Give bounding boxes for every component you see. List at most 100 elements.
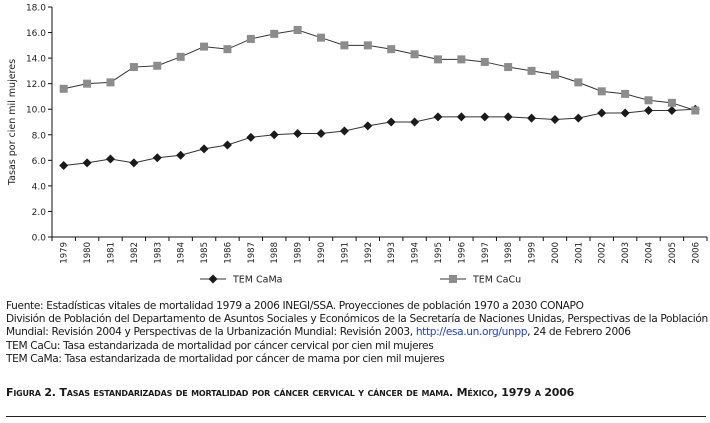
data-point-square bbox=[644, 96, 653, 105]
data-point-diamond bbox=[105, 154, 115, 164]
x-tick-label: 1991 bbox=[340, 242, 350, 264]
data-point-square bbox=[410, 50, 419, 59]
unpp-link[interactable]: http://esa.un.org/unpp bbox=[415, 326, 528, 339]
x-tick-label: 1996 bbox=[457, 242, 467, 264]
data-point-diamond bbox=[269, 130, 279, 140]
x-tick-label: 1992 bbox=[364, 242, 374, 264]
x-tick-label: 2002 bbox=[598, 242, 608, 264]
x-tick-label: 1983 bbox=[153, 242, 163, 264]
x-tick-label: 1998 bbox=[504, 242, 514, 264]
x-tick-label: 1981 bbox=[106, 242, 116, 264]
x-tick-label: 1982 bbox=[130, 242, 140, 264]
series-tem-cama bbox=[59, 104, 700, 170]
data-point-square bbox=[691, 106, 700, 115]
note-date: , 24 de Febrero 2006 bbox=[527, 326, 631, 339]
data-point-diamond bbox=[152, 153, 162, 163]
data-point-square bbox=[449, 275, 457, 283]
data-point-diamond bbox=[573, 113, 583, 123]
data-point-diamond bbox=[456, 112, 466, 122]
data-point-square bbox=[246, 34, 255, 43]
data-point-square bbox=[293, 26, 302, 34]
x-tick-label: 1993 bbox=[387, 242, 397, 264]
data-point-diamond bbox=[293, 129, 303, 138]
x-tick-label: 1994 bbox=[411, 242, 421, 264]
y-tick-label: 0.0 bbox=[32, 234, 47, 244]
data-point-diamond bbox=[433, 112, 443, 122]
x-tick-label: 1980 bbox=[83, 242, 93, 264]
data-point-square bbox=[621, 89, 630, 98]
figure-caption: Figura 2. Tasas estandarizadas de mortal… bbox=[6, 386, 575, 399]
data-point-square bbox=[106, 78, 115, 87]
y-tick-label: 6.0 bbox=[32, 157, 47, 167]
data-point-square bbox=[340, 41, 349, 50]
data-point-diamond bbox=[386, 117, 396, 127]
data-point-square bbox=[200, 42, 209, 51]
legend-item: TEM CaCu bbox=[440, 275, 521, 286]
y-tick-label: 14.0 bbox=[26, 55, 46, 65]
legend: TEM CaMa TEM CaCu bbox=[200, 274, 521, 286]
y-tick-label: 16.0 bbox=[26, 29, 46, 39]
data-point-diamond bbox=[410, 117, 420, 127]
note-tem-cama: TEM CaMa: Tasa estandarizada de mortalid… bbox=[6, 352, 445, 365]
series-line bbox=[63, 108, 696, 166]
series-group bbox=[59, 26, 700, 170]
data-point-diamond bbox=[316, 129, 326, 138]
x-tick-label: 1986 bbox=[223, 242, 233, 264]
caption-rule bbox=[6, 416, 706, 417]
x-axis-ticks: 1979 1980 1981 1982 1983 1984 1985 1986 1987 1988… bbox=[51, 237, 708, 264]
legend-item: TEM CaMa bbox=[200, 274, 283, 286]
data-point-diamond bbox=[59, 160, 69, 170]
data-point-square bbox=[574, 78, 583, 87]
data-point-diamond bbox=[246, 132, 256, 142]
data-point-square bbox=[457, 55, 466, 64]
x-tick-label: 1989 bbox=[294, 242, 304, 264]
data-point-square bbox=[550, 70, 559, 79]
y-tick-label: 4.0 bbox=[32, 182, 47, 192]
x-tick-label: 2003 bbox=[621, 242, 631, 264]
data-point-diamond bbox=[527, 113, 537, 123]
data-point-diamond bbox=[199, 144, 209, 154]
source-notes: Fuente: Estadísticas vitales de mortalid… bbox=[6, 300, 710, 366]
x-tick-label: 2000 bbox=[551, 242, 561, 264]
data-point-diamond bbox=[176, 150, 186, 160]
y-tick-label: 12.0 bbox=[26, 80, 46, 90]
y-tick-label: 10.0 bbox=[26, 106, 46, 116]
x-tick-label: 1988 bbox=[270, 242, 280, 264]
note-division: División de Población del Departamento d… bbox=[6, 313, 708, 326]
x-tick-label: 2006 bbox=[691, 242, 701, 264]
data-point-square bbox=[667, 98, 676, 107]
data-point-diamond bbox=[597, 108, 607, 118]
data-point-diamond bbox=[129, 158, 139, 168]
x-tick-label: 2005 bbox=[668, 242, 678, 264]
note-revision-text: Mundial: Revisión 2004 y Perspectivas de… bbox=[6, 326, 416, 339]
data-point-square bbox=[387, 45, 396, 54]
note-tem-cacu: TEM CaCu: Tasa estandarizada de mortalid… bbox=[6, 339, 434, 352]
data-point-diamond bbox=[222, 140, 232, 150]
x-tick-label: 1999 bbox=[528, 242, 538, 264]
data-point-diamond bbox=[339, 126, 349, 136]
y-axis-label: Tasas por cien mil mujeres bbox=[7, 59, 18, 186]
data-point-square bbox=[223, 45, 232, 54]
axes bbox=[51, 7, 707, 238]
data-point-diamond bbox=[480, 112, 490, 122]
y-tick-label: 2.0 bbox=[32, 208, 47, 218]
data-point-square bbox=[597, 87, 606, 96]
note-revision: Mundial: Revisión 2004 y Perspectivas de… bbox=[6, 326, 710, 339]
x-tick-label: 1995 bbox=[434, 242, 444, 264]
data-point-diamond bbox=[503, 112, 513, 122]
data-point-square bbox=[480, 57, 489, 66]
data-point-square bbox=[433, 55, 442, 64]
line-chart: 0.0 2.0 4.0 6.0 8.0 10.0 12.0 14.0 16.0 18.0 1979… bbox=[7, 4, 708, 286]
x-tick-label: 1985 bbox=[200, 242, 210, 264]
data-point-diamond bbox=[667, 106, 677, 115]
data-point-diamond bbox=[644, 106, 654, 115]
y-tick-label: 8.0 bbox=[32, 131, 47, 141]
legend-label: TEM CaCu bbox=[472, 275, 521, 286]
data-point-square bbox=[153, 61, 162, 70]
data-point-square bbox=[317, 33, 326, 42]
x-tick-label: 2001 bbox=[574, 242, 584, 264]
legend-label: TEM CaMa bbox=[232, 275, 283, 286]
x-tick-label: 1997 bbox=[481, 242, 491, 264]
y-axis-ticks: 0.0 2.0 4.0 6.0 8.0 10.0 12.0 14.0 16.0 18.0 bbox=[26, 4, 52, 244]
series-line bbox=[63, 29, 696, 111]
